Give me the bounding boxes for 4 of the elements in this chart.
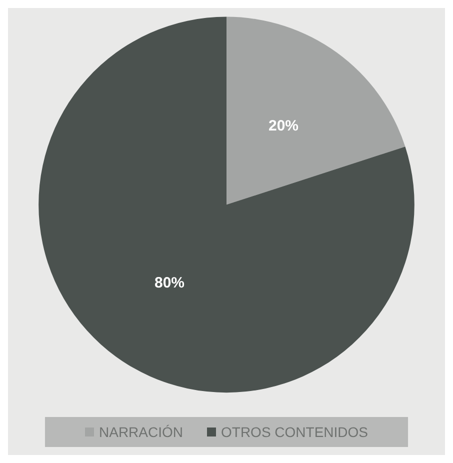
legend-label: NARRACIÓN xyxy=(98,424,184,440)
legend-label: OTROS CONTENIDOS xyxy=(221,424,368,440)
data-label: 20% xyxy=(268,118,299,135)
data-label: 80% xyxy=(154,274,185,292)
